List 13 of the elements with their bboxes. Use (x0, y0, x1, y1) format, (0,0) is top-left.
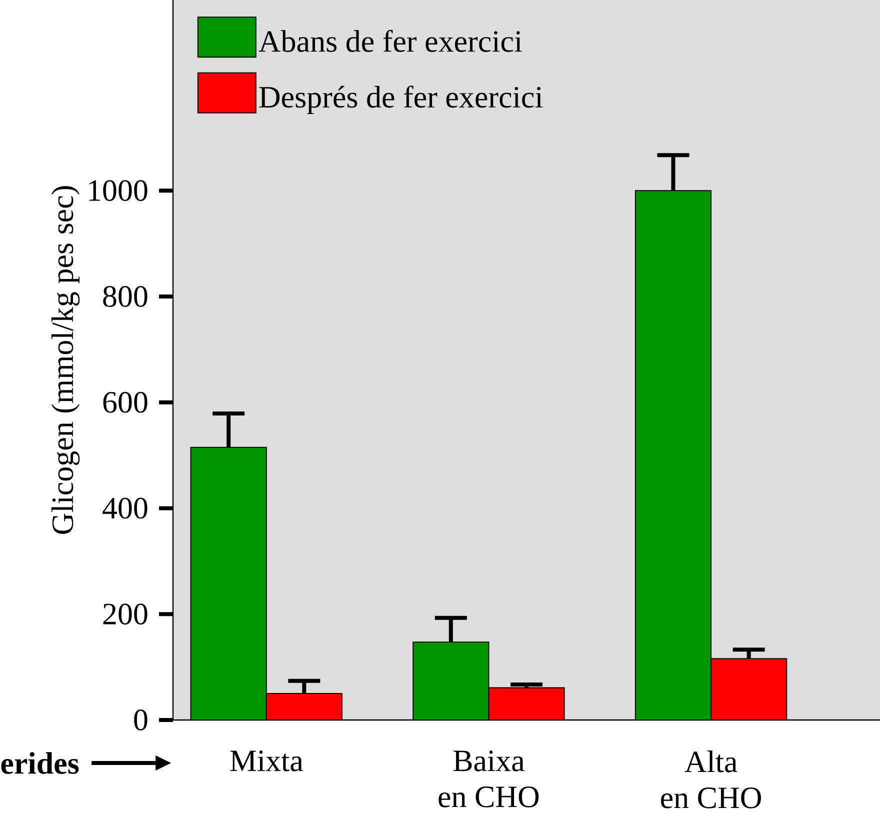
y-tick-label: 0 (134, 710, 148, 730)
y-tick-label: 400 (102, 498, 148, 519)
y-axis-title: Glicogen (mmol/kg pes sec) (51, 186, 80, 534)
y-tick-label: 600 (103, 392, 148, 413)
y-tick-label: 200 (103, 604, 148, 625)
y-tick-label: 1000 (89, 180, 148, 202)
x-tick-label: Mixta (230, 750, 303, 772)
legend-label: Després de fer exercici (259, 86, 543, 114)
x-tick-label: Alta en CHO (661, 750, 761, 808)
text: erides (1, 752, 79, 774)
y-tick-label: 800 (103, 286, 148, 307)
x-tick-label: Baixa en CHO (438, 750, 539, 808)
legend-label: Abans de fer exercici (258, 30, 522, 52)
